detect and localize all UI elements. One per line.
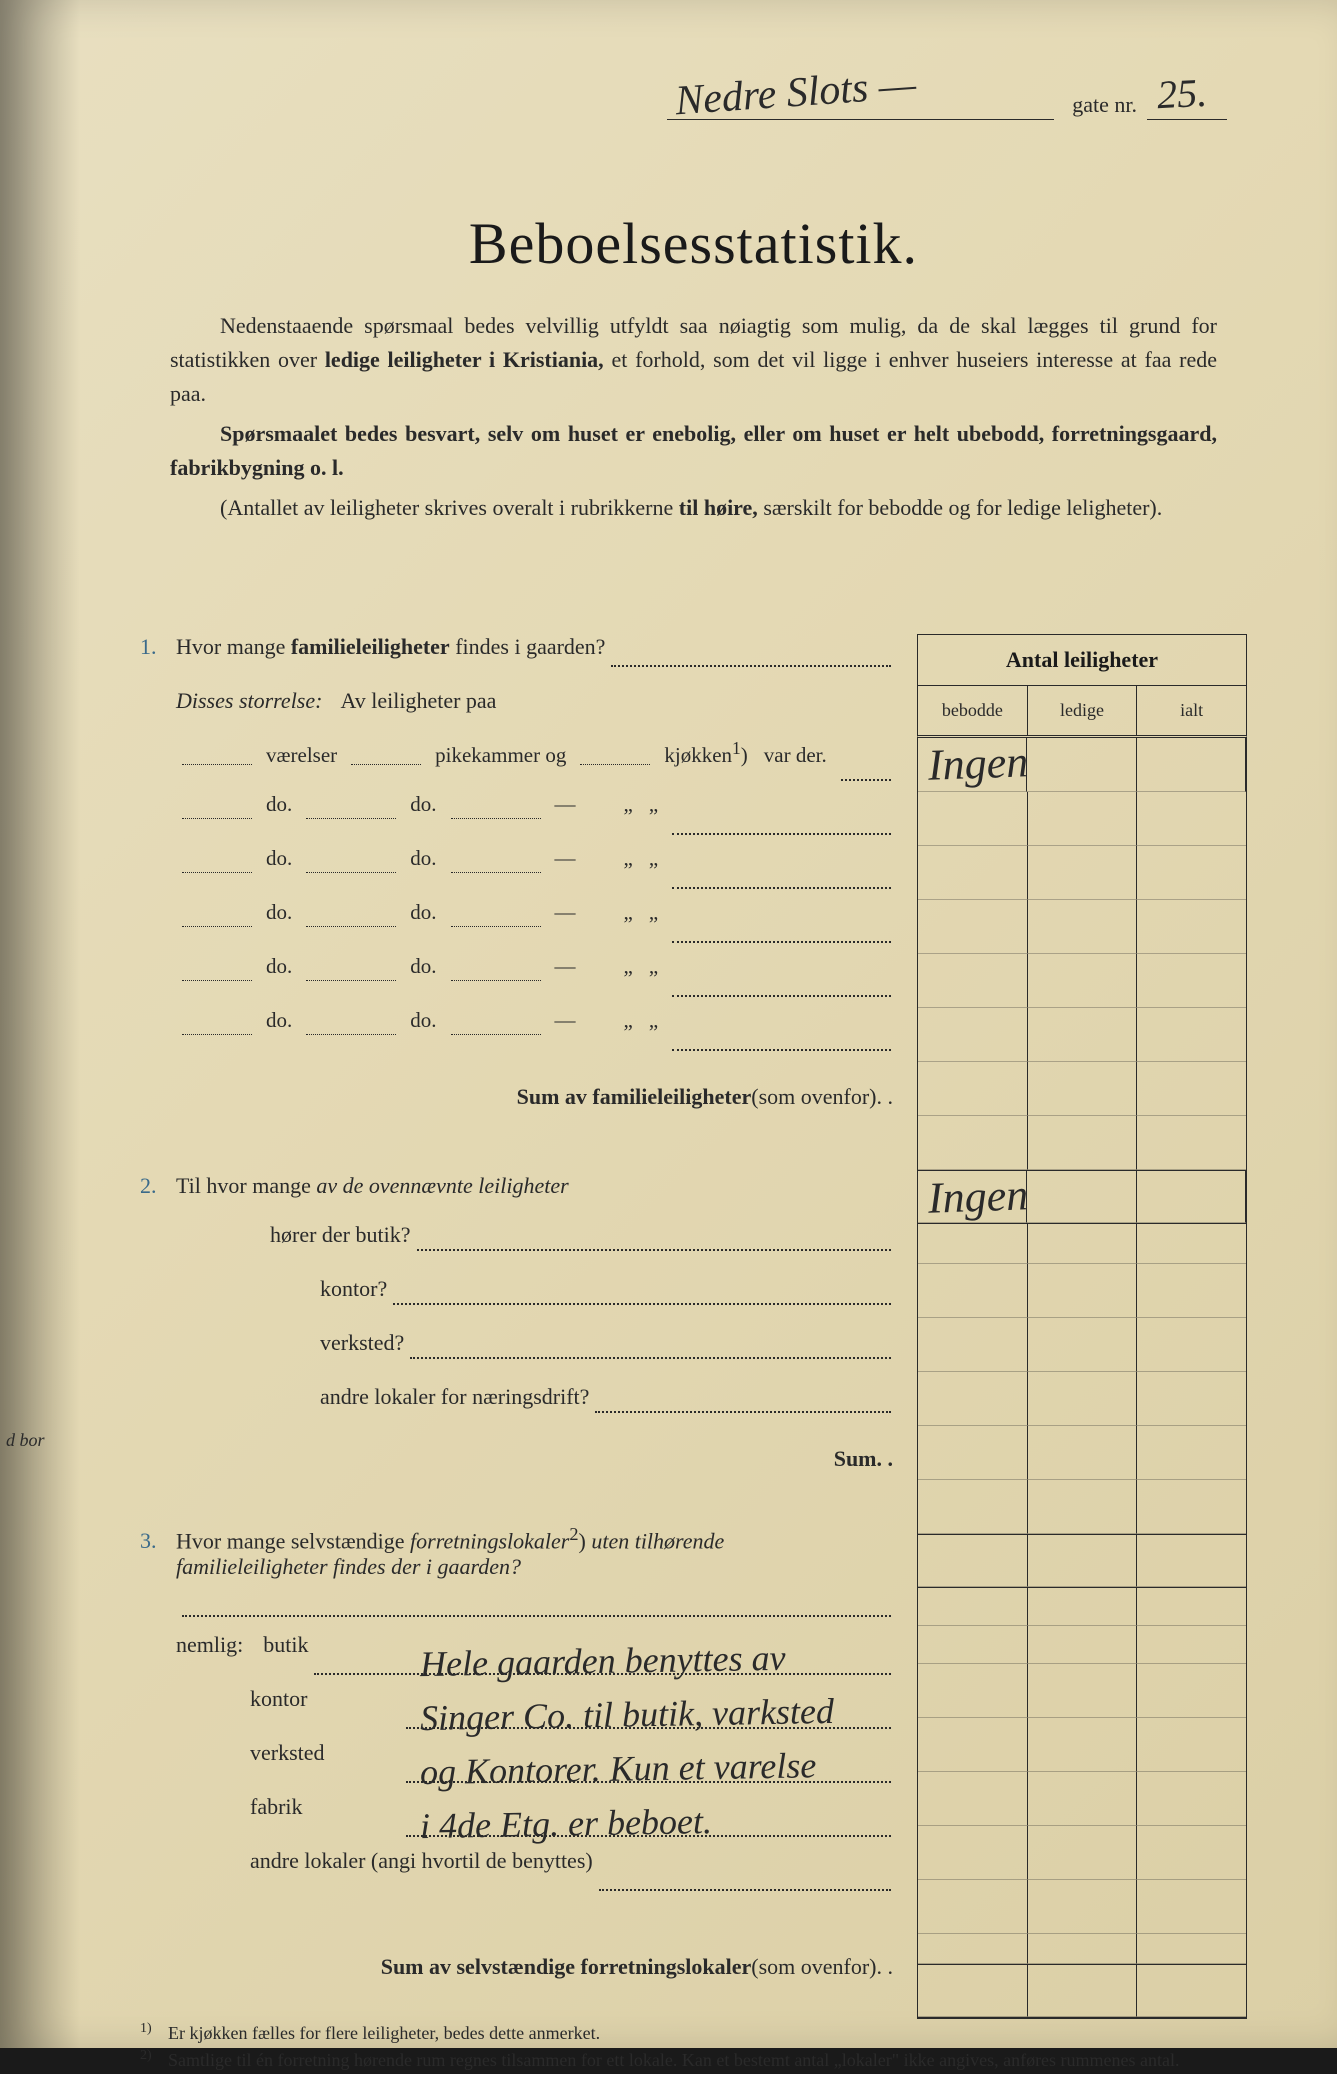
- questions: 1. Hvor mange familieleiligheter findes …: [140, 634, 897, 1994]
- spine-shadow: [0, 0, 80, 2048]
- grid-row: [918, 954, 1246, 1008]
- question-2: 2. Til hvor mange av de ovennævnte leili…: [140, 1164, 897, 1486]
- size-row: do. do. — „ „: [176, 792, 897, 846]
- q2-sum: Sum. .: [140, 1432, 897, 1486]
- q1-sub: Disses storrelse: Av leiligheter paa vær…: [176, 688, 897, 1124]
- grid-row: [918, 1934, 1246, 1964]
- q3-row: andre lokaler (angi hvortil de benyttes): [140, 1848, 897, 1902]
- footnotes: 1) Er kjøkken fælles for flere leilighet…: [140, 2020, 1247, 2074]
- grid-row: [918, 1062, 1246, 1116]
- number-handwritten: 25.: [1156, 69, 1208, 119]
- page-title: Beboelsesstatistik.: [140, 210, 1247, 277]
- grid-row: [918, 1116, 1246, 1170]
- size-row: værelser pikekammer og kjøkken1) var der…: [176, 738, 897, 792]
- intro-p1: Nedenstaaende spørsmaal bedes velvillig …: [170, 309, 1217, 411]
- grid-row: [918, 1426, 1246, 1480]
- col-ialt: ialt: [1137, 686, 1246, 735]
- grid-row-sum: [918, 1964, 1246, 2018]
- grid-row: [918, 1372, 1246, 1426]
- col-ledige: ledige: [1028, 686, 1138, 735]
- size-row: do. do. — „ „: [176, 900, 897, 954]
- grid-row: [918, 900, 1246, 954]
- q1-sum: Sum av familieleiligheter (som ovenfor).…: [176, 1070, 897, 1124]
- intro-block: Nedenstaaende spørsmaal bedes velvillig …: [170, 309, 1217, 526]
- grid-row-sum: Ingen: [918, 1170, 1246, 1224]
- grid-subheader: bebodde ledige ialt: [917, 686, 1247, 738]
- size-row: do. do. — „ „: [176, 846, 897, 900]
- grid-row-sum: [918, 1534, 1246, 1588]
- q3-row: fabrik i 4de Etg. er beboet.: [140, 1794, 897, 1848]
- grid-row: Ingen: [918, 738, 1246, 792]
- grid-row: [918, 1588, 1246, 1626]
- grid-row: [918, 1224, 1246, 1264]
- footnote: 2) Samtlige til én forretning hørende ru…: [140, 2047, 1247, 2074]
- size-row: do. do. — „ „: [176, 1008, 897, 1062]
- edge-text: d bor: [6, 1430, 45, 1451]
- grid-header: Antal leiligheter: [917, 634, 1247, 686]
- q-number: 2.: [140, 1173, 176, 1199]
- q3-row: nemlig: butik Hele gaarden benyttes av: [140, 1632, 897, 1686]
- grid-row: [918, 1480, 1246, 1534]
- question-1: 1. Hvor mange familieleiligheter findes …: [140, 634, 897, 1124]
- intro-p2: Spørsmaalet bedes besvart, selv om huset…: [170, 417, 1217, 485]
- grid-row: [918, 846, 1246, 900]
- grid-row: [918, 1880, 1246, 1934]
- col-bebodde: bebodde: [918, 686, 1028, 735]
- grid-row: [918, 1264, 1246, 1318]
- street-field: Nedre Slots —: [667, 80, 1054, 120]
- gate-label: gate nr.: [1072, 92, 1137, 118]
- street-handwritten: Nedre Slots —: [674, 61, 918, 126]
- footnote: 1) Er kjøkken fælles for flere leilighet…: [140, 2020, 1247, 2047]
- dotted-leader: [611, 665, 891, 667]
- q3-row: kontor Singer Co. til butik, varksted: [140, 1686, 897, 1740]
- q3-row: verksted og Kontorer. Kun et varelse: [140, 1740, 897, 1794]
- grid-row: [918, 792, 1246, 846]
- size-row: do. do. — „ „: [176, 954, 897, 1008]
- q1-line: 1. Hvor mange familieleiligheter findes …: [140, 634, 897, 678]
- address-line: Nedre Slots — gate nr. 25.: [667, 70, 1227, 120]
- grid-row: [918, 1008, 1246, 1062]
- intro-p3: (Antallet av leiligheter skrives overalt…: [170, 491, 1217, 525]
- number-field: 25.: [1147, 80, 1227, 120]
- form-block: Antal leiligheter bebodde ledige ialt In…: [140, 634, 1247, 1994]
- document-page: d bor Nedre Slots — gate nr. 25. Beboels…: [0, 0, 1337, 2048]
- q3-sum: Sum av selvstændige forretningslokaler (…: [140, 1940, 897, 1994]
- q-number: 3.: [140, 1528, 176, 1554]
- grid-row: [918, 1318, 1246, 1372]
- question-3: 3. Hvor mange selvstændige forretningslo…: [140, 1524, 897, 1994]
- q-number: 1.: [140, 634, 176, 660]
